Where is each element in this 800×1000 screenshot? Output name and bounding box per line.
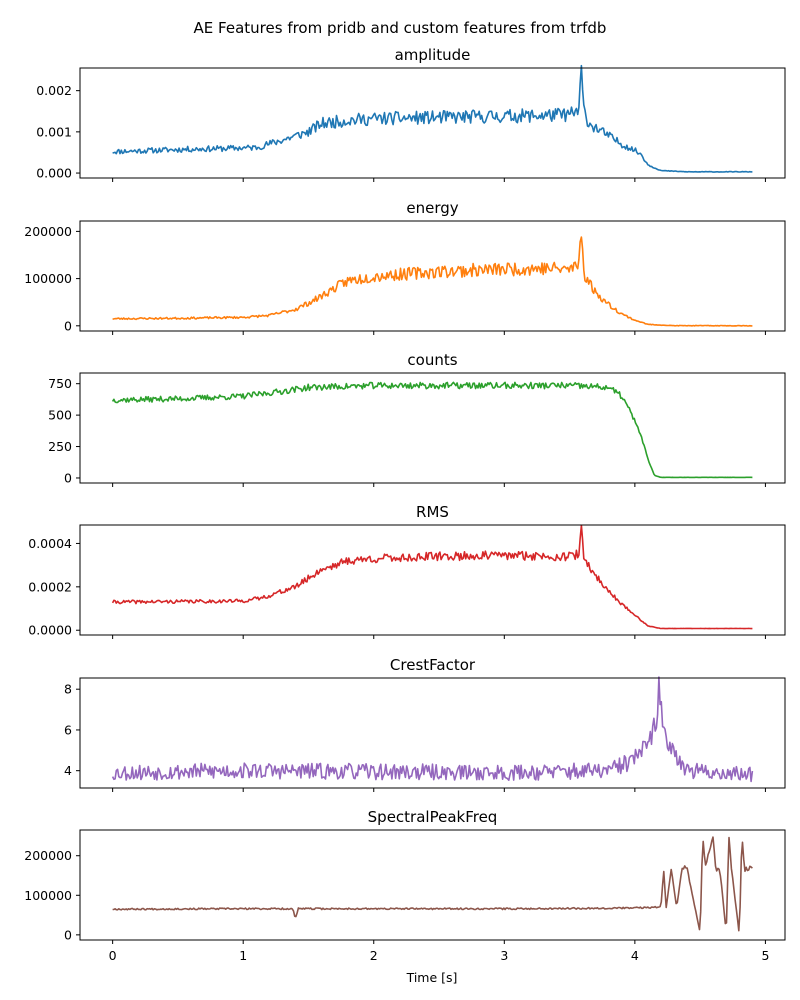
y-tick-label: 0: [64, 318, 72, 333]
y-tick-label: 0.000: [36, 166, 72, 181]
axes-frame: [79, 67, 786, 179]
y-tick-label: 0.0000: [28, 623, 72, 638]
y-tick-label: 500: [48, 408, 72, 423]
subplot-title: amplitude: [395, 46, 471, 64]
y-tick-label: 0.0002: [28, 579, 72, 594]
series-line-CrestFactor: [111, 676, 754, 783]
y-tick-label: 8: [64, 682, 72, 697]
y-tick-label: 6: [64, 722, 72, 737]
x-tick-label: 5: [761, 948, 769, 963]
subplot-title: counts: [407, 351, 457, 369]
subplot-SpectralPeakFreq: SpectralPeakFreq 0 100000 200000 0 1 2 3 4 5: [24, 808, 786, 963]
y-tick-label: 0.002: [36, 83, 72, 98]
y-tick-label: 100000: [24, 271, 72, 286]
subplot-energy: energy 0 100000 200000: [24, 199, 786, 335]
y-tick-label: 4: [64, 763, 72, 778]
y-tick-label: 750: [48, 376, 72, 391]
x-axis-label: Time [s]: [406, 970, 458, 985]
series-line-amplitude: [112, 64, 753, 173]
subplot-title: energy: [406, 199, 458, 217]
y-tick-label: 200000: [24, 848, 72, 863]
y-tick-label: 0.001: [36, 124, 72, 139]
subplot-CrestFactor: CrestFactor 4 6 8: [64, 656, 786, 792]
y-tick-label: 0: [64, 927, 72, 942]
subplot-RMS: RMS 0.0000 0.0002 0.0004: [28, 503, 786, 639]
axes-frame: [79, 829, 786, 941]
y-tick-label: 0.0004: [28, 536, 72, 551]
axes-frame: [79, 220, 786, 332]
series-line-counts: [111, 381, 753, 479]
subplot-title: RMS: [416, 503, 449, 521]
axes-frame: [79, 372, 786, 484]
subplot-title: SpectralPeakFreq: [368, 808, 498, 826]
series-line-SpectralPeakFreq: [112, 836, 753, 932]
subplot-counts: counts 0 250 500 750: [48, 351, 786, 487]
axes-frame: [79, 677, 786, 789]
subplot-amplitude: amplitude 0.000 0.001 0.002: [36, 46, 786, 182]
x-tick-label: 2: [370, 948, 378, 963]
x-tick-label: 1: [239, 948, 247, 963]
series-line-RMS: [111, 524, 753, 630]
x-tick-label: 4: [631, 948, 639, 963]
y-tick-label: 100000: [24, 888, 72, 903]
x-tick-label: 0: [109, 948, 117, 963]
y-tick-label: 0: [64, 470, 72, 485]
series-line-energy: [112, 236, 753, 327]
subplot-title: CrestFactor: [390, 656, 476, 674]
x-tick-label: 3: [500, 948, 508, 963]
axes-frame: [79, 524, 786, 636]
y-tick-label: 200000: [24, 224, 72, 239]
subplot-panels: amplitude0.0000.0010.002energy0100000200…: [24, 46, 786, 963]
y-tick-label: 250: [48, 439, 72, 454]
figure-suptitle: AE Features from pridb and custom featur…: [194, 19, 607, 37]
